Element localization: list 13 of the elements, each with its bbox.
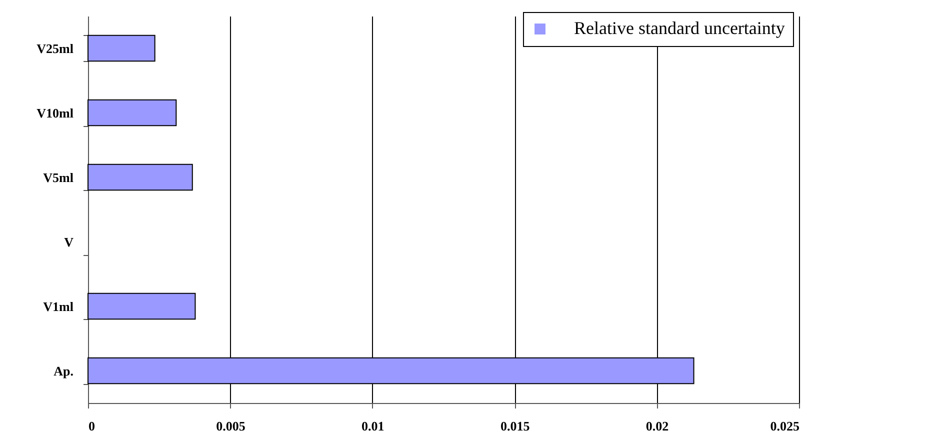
y-tick-label: Ap. (54, 363, 74, 378)
x-tick-label: 0.005 (216, 418, 246, 434)
y-tick-label: V25ml (36, 40, 74, 56)
y-tick-label: V5ml (43, 170, 74, 185)
x-tick-label: 0 (88, 418, 95, 434)
x-tick-label: 0.025 (770, 418, 800, 434)
x-tick-label: 0.015 (500, 418, 530, 434)
y-tick-label: V (64, 234, 74, 250)
legend-label: Relative standard uncertainty (574, 18, 785, 38)
y-tick-label: V1ml (43, 298, 74, 314)
x-tick-label: 0.02 (646, 418, 669, 434)
y-tick-label: V10ml (36, 105, 74, 120)
x-tick-label: 0.01 (362, 418, 384, 434)
